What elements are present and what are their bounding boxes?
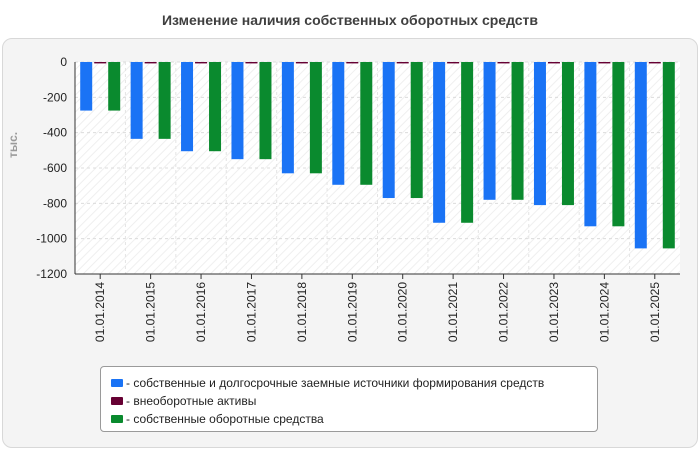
bar-series-1 — [598, 62, 611, 64]
bar-series-0 — [382, 62, 395, 199]
bar-series-1 — [396, 62, 409, 64]
bar-series-2 — [209, 62, 222, 152]
bar-series-1 — [295, 62, 308, 64]
legend-swatch-blue — [111, 379, 123, 387]
legend-swatch-green — [111, 415, 123, 423]
bar-series-2 — [511, 62, 524, 200]
bar-series-2 — [309, 62, 322, 174]
bar-series-2 — [259, 62, 272, 160]
bar-series-2 — [612, 62, 625, 227]
x-tick-label: 01.01.2025 — [648, 282, 662, 342]
y-tick-label: -200 — [43, 90, 67, 104]
bar-series-2 — [561, 62, 574, 206]
x-tick-label: 01.01.2015 — [144, 282, 158, 342]
x-tick-label: 01.01.2021 — [446, 282, 460, 342]
bar-series-0 — [584, 62, 597, 227]
x-tick-label: 01.01.2022 — [497, 282, 511, 342]
legend-item-noncurrent-assets: - внеоборотные активы — [101, 392, 597, 410]
bar-series-1 — [497, 62, 510, 64]
bar-series-0 — [433, 62, 446, 223]
x-tick-label: 01.01.2016 — [194, 282, 208, 342]
bar-series-2 — [410, 62, 423, 199]
legend: - собственные и долгосрочные заемные ист… — [100, 366, 598, 432]
x-tick-label: 01.01.2019 — [345, 282, 359, 342]
x-tick-label: 01.01.2018 — [295, 282, 309, 342]
bar-series-2 — [662, 62, 675, 249]
bar-series-1 — [346, 62, 359, 64]
y-tick-label: -1200 — [36, 267, 67, 281]
y-tick-label: -400 — [43, 126, 67, 140]
bar-series-1 — [245, 62, 258, 64]
bar-series-0 — [533, 62, 546, 206]
chart-title: Изменение наличия собственных оборотных … — [161, 12, 539, 28]
y-axis-title: тыс. — [6, 131, 20, 158]
bar-series-0 — [634, 62, 647, 249]
bar-series-1 — [547, 62, 560, 64]
legend-label-sources: - собственные и долгосрочные заемные ист… — [126, 376, 545, 390]
bar-series-0 — [130, 62, 143, 139]
x-tick-label: 01.01.2020 — [396, 282, 410, 342]
bar-series-1 — [648, 62, 661, 64]
y-tick-label: -1000 — [36, 232, 67, 246]
legend-item-working-capital: - собственные оборотные средства — [101, 410, 597, 428]
y-tick-label: 0 — [60, 55, 67, 69]
bar-series-2 — [360, 62, 373, 185]
bar-series-0 — [231, 62, 244, 160]
bar-series-0 — [80, 62, 93, 111]
legend-item-sources: - собственные и долгосрочные заемные ист… — [101, 374, 597, 392]
bar-series-2 — [461, 62, 474, 223]
bar-series-1 — [195, 62, 208, 64]
bar-series-1 — [144, 62, 157, 64]
bar-series-0 — [181, 62, 194, 152]
x-tick-label: 01.01.2014 — [93, 282, 107, 342]
bar-series-0 — [281, 62, 294, 174]
x-tick-label: 01.01.2024 — [597, 282, 611, 342]
legend-swatch-maroon — [111, 397, 123, 405]
bar-series-0 — [332, 62, 345, 185]
bar-series-2 — [158, 62, 171, 139]
bar-series-0 — [483, 62, 496, 200]
x-tick-label: 01.01.2023 — [547, 282, 561, 342]
bar-series-2 — [108, 62, 121, 111]
x-tick-label: 01.01.2017 — [244, 282, 258, 342]
bar-series-1 — [94, 62, 107, 64]
y-tick-label: -600 — [43, 161, 67, 175]
bar-series-1 — [447, 62, 460, 64]
legend-label-noncurrent-assets: - внеоборотные активы — [126, 394, 257, 408]
y-tick-label: -800 — [43, 196, 67, 210]
legend-label-working-capital: - собственные оборотные средства — [126, 412, 324, 426]
